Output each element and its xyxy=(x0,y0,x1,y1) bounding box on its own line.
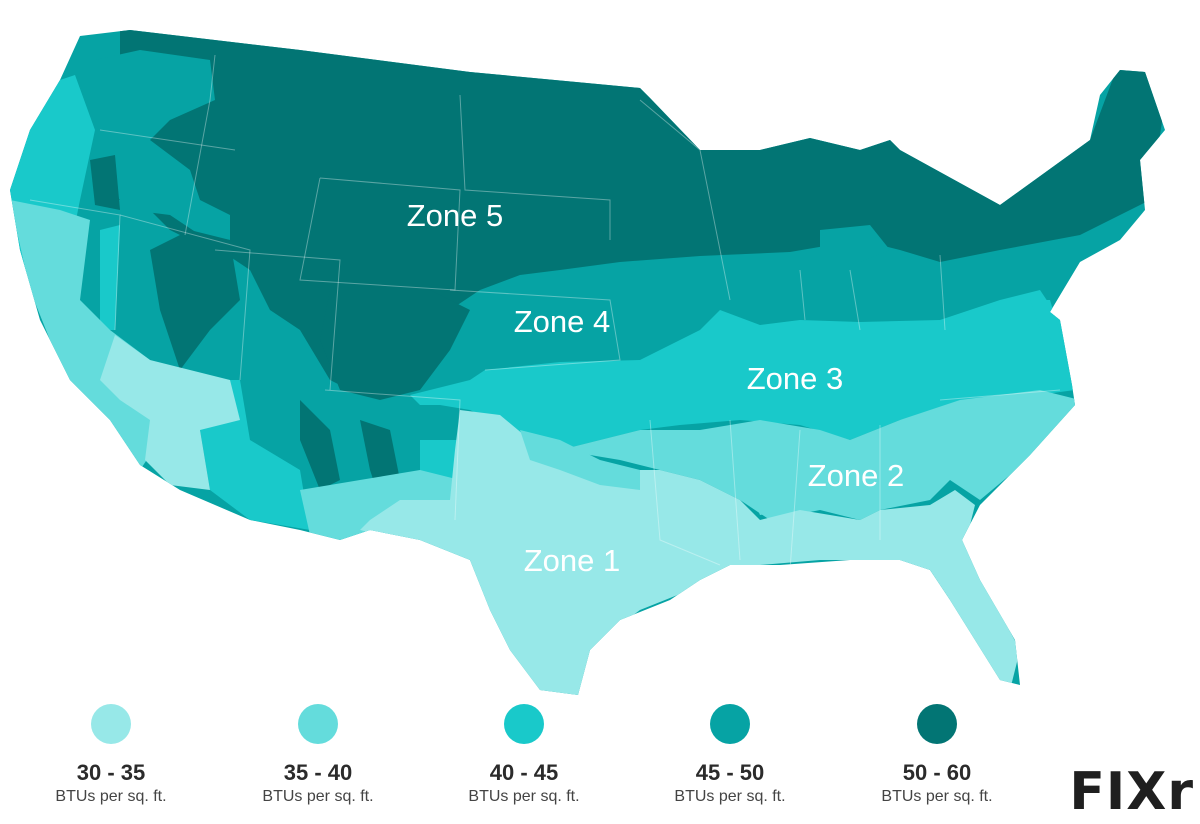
zone-5-nevada-island xyxy=(150,230,240,370)
legend-swatch xyxy=(298,704,338,744)
zone-2-california xyxy=(10,200,160,470)
legend-swatch xyxy=(710,704,750,744)
legend-item-45-50: 45 - 50 BTUs per sq. ft. xyxy=(640,704,820,808)
zone-2-gulf-patch xyxy=(740,445,800,515)
legend-swatch xyxy=(917,704,957,744)
zone-2-texas-patch xyxy=(520,430,640,490)
legend-range: 40 - 45 xyxy=(489,760,559,785)
zone-1-california xyxy=(100,335,240,490)
state-boundaries xyxy=(29,54,1061,571)
legend-item-50-60: 50 - 60 BTUs per sq. ft. xyxy=(847,704,1027,808)
zone-2-region xyxy=(560,390,1080,520)
legend-unit: BTUs per sq. ft. xyxy=(55,788,167,805)
legend-range: 50 - 60 xyxy=(902,760,972,785)
fixr-logo: FIXr xyxy=(1069,762,1194,822)
zone-5-colorado xyxy=(320,290,470,400)
legend-range: 35 - 40 xyxy=(283,760,353,785)
legend-range: 30 - 35 xyxy=(76,760,146,785)
zone-3-label: Zone 3 xyxy=(747,361,844,396)
zone-1-region xyxy=(360,410,1020,695)
zone-4-michigan xyxy=(820,225,890,262)
legend-swatch xyxy=(504,704,544,744)
zone-5-oregon-island xyxy=(90,155,120,210)
legend-item-30-35: 30 - 35 BTUs per sq. ft. xyxy=(21,704,201,808)
zone-3-region xyxy=(410,290,1075,450)
zone-4-label: Zone 4 xyxy=(514,304,611,339)
legend-unit: BTUs per sq. ft. xyxy=(468,788,580,805)
legend: 30 - 35 BTUs per sq. ft. 35 - 40 BTUs pe… xyxy=(0,700,1200,824)
legend-unit: BTUs per sq. ft. xyxy=(881,788,993,805)
legend-unit: BTUs per sq. ft. xyxy=(262,788,374,805)
zone-5-label: Zone 5 xyxy=(407,198,504,233)
legend-swatch xyxy=(91,704,131,744)
legend-item-40-45: 40 - 45 BTUs per sq. ft. xyxy=(434,704,614,808)
zone-4-pnw xyxy=(85,50,230,240)
zone-2-label: Zone 2 xyxy=(808,458,905,493)
legend-unit: BTUs per sq. ft. xyxy=(674,788,786,805)
us-heating-zone-map: Zone 5 Zone 4 Zone 3 Zone 2 Zone 1 xyxy=(10,30,1165,695)
zone-3-nevada-sliver xyxy=(100,225,120,330)
zone-1-label: Zone 1 xyxy=(524,543,621,578)
legend-range: 45 - 50 xyxy=(695,760,765,785)
legend-item-35-40: 35 - 40 BTUs per sq. ft. xyxy=(228,704,408,808)
zone-3-east xyxy=(1030,300,1065,350)
